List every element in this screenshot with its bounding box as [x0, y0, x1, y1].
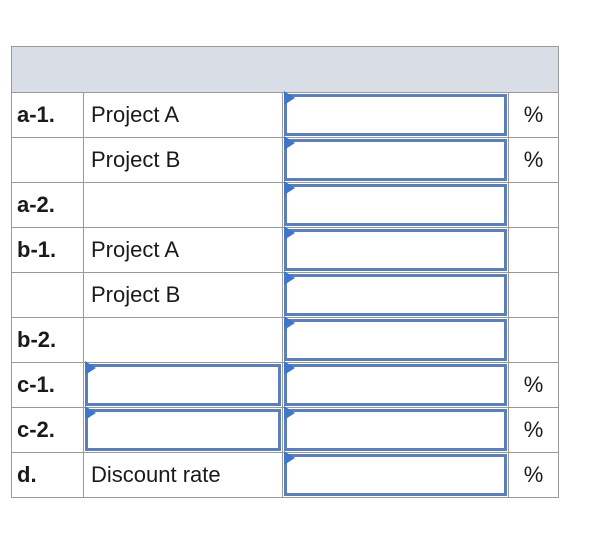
answer-input-box — [284, 454, 507, 496]
answer-cell — [282, 361, 509, 408]
table-row: a-1. Project A % — [11, 91, 559, 138]
row-description: Discount rate — [83, 452, 283, 498]
description-input-box — [85, 364, 281, 406]
unit-label: % — [508, 92, 559, 138]
row-description: Project A — [83, 92, 283, 138]
answer-input-box — [284, 274, 507, 316]
unit-label: % — [508, 362, 559, 408]
flag-icon — [284, 181, 295, 195]
flag-icon — [284, 361, 295, 375]
table-row: c-1. % — [11, 361, 559, 408]
description-cell — [83, 406, 283, 453]
row-description: Project B — [83, 137, 283, 183]
unit-label: % — [508, 452, 559, 498]
answer-cell — [282, 136, 509, 183]
flag-icon — [284, 316, 295, 330]
flag-icon — [284, 226, 295, 240]
unit-label — [508, 227, 559, 273]
answer-input[interactable] — [287, 367, 504, 403]
answer-cell — [282, 316, 509, 363]
row-description — [83, 317, 283, 363]
answer-input-box — [284, 319, 507, 361]
answer-input[interactable] — [287, 457, 504, 493]
answer-input-box — [284, 409, 507, 451]
unit-label: % — [508, 137, 559, 183]
unit-label: % — [508, 407, 559, 453]
unit-label — [508, 182, 559, 228]
answer-input-box — [284, 184, 507, 226]
unit-label — [508, 272, 559, 318]
flag-icon — [284, 136, 295, 150]
description-cell — [83, 361, 283, 408]
table-row: Project B — [11, 271, 559, 318]
table-row: d. Discount rate % — [11, 451, 559, 498]
part-label: c-1. — [11, 362, 84, 408]
answer-input[interactable] — [287, 187, 504, 223]
flag-icon — [284, 91, 295, 105]
answer-input-box — [284, 364, 507, 406]
table-row: Project B % — [11, 136, 559, 183]
part-label: c-2. — [11, 407, 84, 453]
row-description: Project B — [83, 272, 283, 318]
header-cell — [11, 46, 559, 93]
answer-cell — [282, 181, 509, 228]
flag-icon — [284, 406, 295, 420]
description-input[interactable] — [88, 367, 278, 403]
table-row: b-2. — [11, 316, 559, 363]
answer-input-box — [284, 94, 507, 136]
answer-cell — [282, 451, 509, 498]
flag-icon — [284, 451, 295, 465]
answer-input[interactable] — [287, 142, 504, 178]
answer-input[interactable] — [287, 322, 504, 358]
row-description: Project A — [83, 227, 283, 273]
table-row: a-2. — [11, 181, 559, 228]
row-description — [83, 182, 283, 228]
table-header-row — [11, 46, 559, 93]
answer-input[interactable] — [287, 232, 504, 268]
answer-cell — [282, 226, 509, 273]
answer-input-box — [284, 229, 507, 271]
answer-input[interactable] — [287, 97, 504, 133]
flag-icon — [85, 361, 96, 375]
unit-label — [508, 317, 559, 363]
answer-input[interactable] — [287, 277, 504, 313]
part-label: a-1. — [11, 92, 84, 138]
answer-table: a-1. Project A % Project B % — [11, 46, 559, 498]
answer-input[interactable] — [287, 412, 504, 448]
part-label: d. — [11, 452, 84, 498]
answer-cell — [282, 271, 509, 318]
description-input[interactable] — [88, 412, 278, 448]
part-label: a-2. — [11, 182, 84, 228]
part-label — [11, 272, 84, 318]
answer-cell — [282, 91, 509, 138]
table-row: c-2. % — [11, 406, 559, 453]
part-label: b-1. — [11, 227, 84, 273]
answer-cell — [282, 406, 509, 453]
answer-input-box — [284, 139, 507, 181]
description-input-box — [85, 409, 281, 451]
table-row: b-1. Project A — [11, 226, 559, 273]
part-label — [11, 137, 84, 183]
part-label: b-2. — [11, 317, 84, 363]
flag-icon — [85, 406, 96, 420]
flag-icon — [284, 271, 295, 285]
